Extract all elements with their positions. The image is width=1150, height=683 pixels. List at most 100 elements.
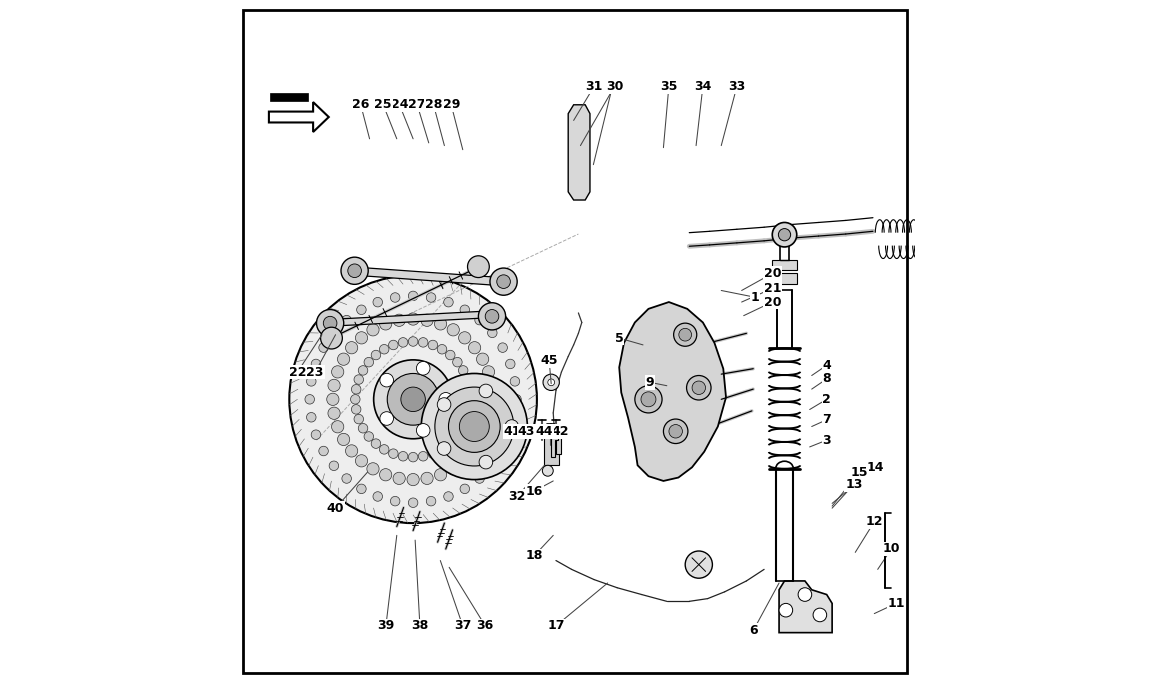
Circle shape	[337, 353, 350, 365]
Circle shape	[779, 229, 791, 241]
Circle shape	[351, 395, 360, 404]
Circle shape	[347, 264, 361, 277]
Circle shape	[371, 350, 381, 360]
Circle shape	[307, 413, 316, 422]
Circle shape	[380, 445, 389, 454]
Circle shape	[444, 492, 453, 501]
Circle shape	[486, 379, 498, 391]
Circle shape	[692, 381, 706, 395]
Circle shape	[543, 465, 553, 476]
Circle shape	[355, 332, 368, 344]
Circle shape	[437, 344, 447, 354]
Text: 43: 43	[518, 425, 535, 438]
Circle shape	[498, 446, 507, 456]
Text: 9: 9	[645, 376, 654, 389]
Text: 1: 1	[751, 291, 760, 304]
Circle shape	[355, 455, 368, 467]
Circle shape	[290, 275, 537, 523]
Circle shape	[373, 492, 383, 501]
Circle shape	[448, 401, 500, 452]
Circle shape	[685, 551, 712, 579]
Text: 5: 5	[615, 332, 623, 345]
Circle shape	[488, 461, 497, 471]
Text: 2: 2	[822, 393, 831, 406]
Circle shape	[427, 497, 436, 506]
Circle shape	[459, 455, 470, 467]
Polygon shape	[568, 104, 590, 200]
Circle shape	[453, 357, 462, 367]
Circle shape	[352, 385, 361, 394]
Circle shape	[365, 432, 374, 441]
Circle shape	[486, 407, 498, 419]
Circle shape	[664, 419, 688, 443]
Text: 4: 4	[822, 359, 831, 372]
Circle shape	[408, 291, 417, 301]
Text: 16: 16	[526, 485, 543, 498]
Text: 27: 27	[408, 98, 426, 111]
Circle shape	[475, 316, 484, 325]
Circle shape	[466, 395, 476, 404]
Circle shape	[342, 316, 352, 325]
Circle shape	[485, 309, 499, 323]
Circle shape	[380, 412, 393, 426]
Circle shape	[488, 393, 499, 406]
Polygon shape	[779, 581, 833, 632]
Circle shape	[323, 316, 337, 330]
Text: 15: 15	[851, 466, 868, 479]
Circle shape	[445, 439, 455, 448]
Text: 24: 24	[391, 98, 408, 111]
Circle shape	[511, 413, 520, 422]
Circle shape	[674, 323, 697, 346]
Circle shape	[435, 469, 446, 481]
Text: 45: 45	[540, 354, 558, 367]
Circle shape	[393, 314, 405, 326]
Text: 30: 30	[606, 80, 623, 93]
Circle shape	[428, 340, 438, 350]
Text: 22: 22	[289, 365, 306, 378]
Circle shape	[393, 472, 405, 484]
Circle shape	[345, 342, 358, 354]
Circle shape	[482, 365, 494, 378]
Circle shape	[447, 462, 459, 475]
Circle shape	[408, 452, 417, 462]
Circle shape	[359, 423, 368, 433]
Text: 34: 34	[695, 80, 712, 93]
Circle shape	[312, 359, 321, 369]
Text: 35: 35	[660, 80, 677, 93]
Circle shape	[437, 445, 447, 454]
Circle shape	[342, 257, 368, 284]
Circle shape	[373, 297, 383, 307]
Text: 29: 29	[443, 98, 460, 111]
Text: 8: 8	[822, 372, 831, 385]
Circle shape	[427, 293, 436, 303]
Circle shape	[439, 393, 453, 406]
Circle shape	[482, 421, 494, 433]
Circle shape	[466, 404, 475, 414]
Circle shape	[371, 439, 381, 448]
Circle shape	[445, 350, 455, 360]
Text: 26: 26	[352, 98, 369, 111]
Text: 20: 20	[764, 267, 781, 280]
Circle shape	[543, 374, 559, 391]
Text: 11: 11	[888, 597, 905, 610]
Circle shape	[428, 449, 438, 458]
Circle shape	[459, 423, 468, 433]
Text: 33: 33	[728, 80, 745, 93]
Circle shape	[480, 456, 492, 469]
Circle shape	[389, 449, 398, 458]
Circle shape	[374, 360, 453, 438]
Circle shape	[354, 415, 363, 424]
Circle shape	[512, 395, 521, 404]
FancyBboxPatch shape	[544, 432, 559, 465]
Circle shape	[407, 313, 420, 325]
Circle shape	[408, 498, 417, 507]
Text: 40: 40	[327, 501, 344, 515]
Circle shape	[437, 442, 451, 456]
Circle shape	[319, 343, 329, 352]
Text: 19: 19	[604, 80, 621, 93]
Circle shape	[813, 608, 827, 622]
Circle shape	[321, 327, 343, 349]
Text: 20: 20	[764, 296, 781, 309]
Circle shape	[356, 484, 366, 494]
Circle shape	[401, 387, 426, 412]
